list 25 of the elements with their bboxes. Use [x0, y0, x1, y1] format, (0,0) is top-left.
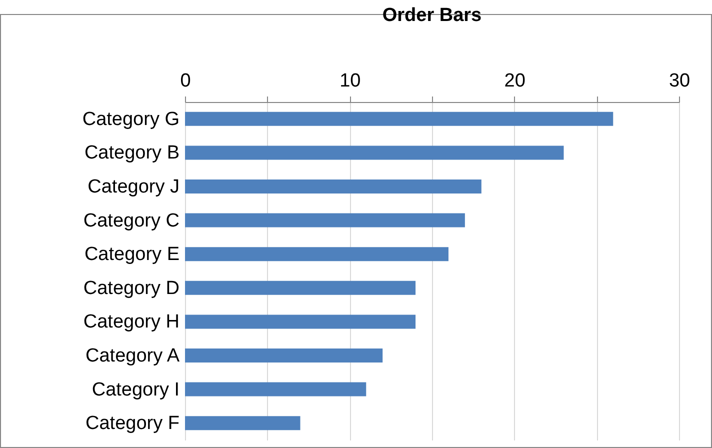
y-tick-label: Category A	[86, 346, 180, 366]
y-tick-label: Category C	[83, 210, 180, 232]
x-tick-label: 30	[668, 70, 690, 92]
bar	[185, 247, 448, 262]
bar	[185, 146, 564, 160]
bar	[185, 180, 482, 194]
bar	[185, 382, 366, 396]
chart-title: Order Bars	[382, 5, 482, 26]
y-tick-label: Category J	[88, 176, 180, 198]
y-tick-label: Category G	[82, 108, 180, 130]
y-tick-label: Category B	[84, 142, 180, 164]
bar	[185, 314, 416, 329]
y-tick-label: Category H	[83, 312, 180, 333]
y-tick-label: Category I	[92, 379, 180, 400]
bar	[185, 213, 465, 228]
x-tick-label: 10	[340, 70, 361, 92]
y-tick-label: Category D	[83, 278, 180, 299]
y-tick-label: Category F	[86, 413, 180, 434]
y-tick-label: Category E	[84, 244, 180, 266]
bar	[185, 348, 383, 362]
x-tick-label: 20	[504, 70, 526, 92]
x-tick-label: 0	[180, 70, 191, 92]
bar	[185, 112, 614, 126]
bar	[185, 280, 416, 295]
bar	[185, 416, 300, 430]
